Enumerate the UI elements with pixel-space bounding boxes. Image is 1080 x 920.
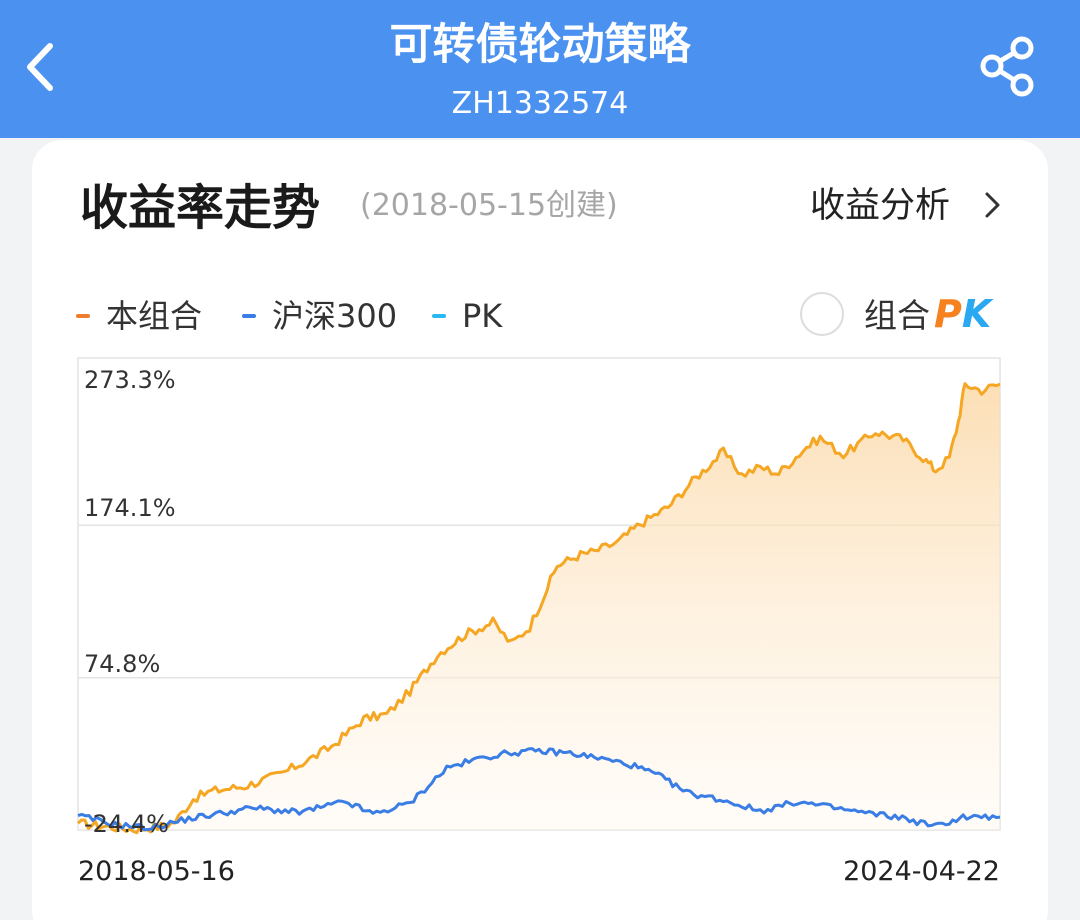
back-button[interactable] xyxy=(14,32,74,102)
y-tick-label: 174.1% xyxy=(84,494,176,522)
portfolio-code: ZH1332574 xyxy=(451,86,629,121)
creation-date: (2018-05-15创建) xyxy=(360,188,618,223)
share-icon xyxy=(980,36,1034,97)
pk-badge[interactable]: PK xyxy=(934,290,991,338)
pk-badge-k: K xyxy=(961,292,992,336)
legend-dash-pk xyxy=(432,314,446,318)
portfolio-return-line xyxy=(76,382,1001,835)
y-tick-label: 273.3% xyxy=(84,366,176,394)
chevron-left-icon xyxy=(27,43,53,91)
y-tick-label: 74.8% xyxy=(84,650,160,678)
pk-badge-p: P xyxy=(934,292,962,336)
share-button[interactable] xyxy=(970,28,1048,106)
x-end-date: 2024-04-22 xyxy=(843,856,1000,887)
section-title: 收益率走势 xyxy=(80,180,321,236)
page-title: 可转债轮动策略 xyxy=(389,20,691,70)
legend-label-pk: PK xyxy=(462,297,503,335)
y-tick-label: -24.4% xyxy=(84,810,169,838)
legend-label-portfolio: 本组合 xyxy=(106,297,203,335)
return-analysis-link[interactable]: 收益分析 xyxy=(810,186,951,226)
pk-toggle-radio[interactable] xyxy=(800,292,844,336)
x-start-date: 2018-05-16 xyxy=(78,856,235,887)
pk-toggle-label[interactable]: 组合 xyxy=(864,296,930,335)
chevron-right-icon[interactable] xyxy=(982,188,1004,222)
legend-dash-hs300 xyxy=(242,314,256,318)
hs300-return-line xyxy=(77,747,1001,832)
legend-label-hs300: 沪深300 xyxy=(272,297,398,335)
top-navigation-bar: 可转债轮动策略 ZH1332574 xyxy=(0,0,1080,138)
portfolio-area-fill xyxy=(78,383,1000,833)
legend-dash-portfolio xyxy=(76,314,90,318)
